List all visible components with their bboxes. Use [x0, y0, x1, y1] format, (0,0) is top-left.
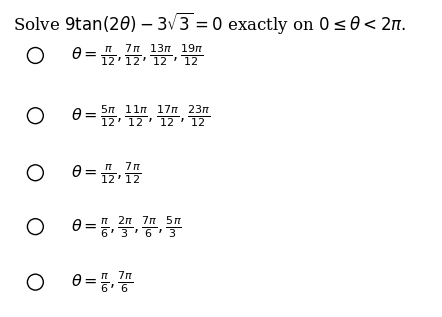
Text: $\theta = \frac{\pi}{12}, \frac{7\pi}{12}, \frac{13\pi}{12}, \frac{19\pi}{12}$: $\theta = \frac{\pi}{12}, \frac{7\pi}{12…	[71, 42, 203, 68]
Text: Solve $9\tan(2\theta) - 3\sqrt{3} = 0$ exactly on $0 \leq \theta < 2\pi.$: Solve $9\tan(2\theta) - 3\sqrt{3} = 0$ e…	[13, 10, 407, 36]
Text: $\theta = \frac{\pi}{6}, \frac{7\pi}{6}$: $\theta = \frac{\pi}{6}, \frac{7\pi}{6}$	[71, 269, 133, 295]
Text: $\theta = \frac{5\pi}{12}, \frac{11\pi}{12}, \frac{17\pi}{12}, \frac{23\pi}{12}$: $\theta = \frac{5\pi}{12}, \frac{11\pi}{…	[71, 103, 210, 129]
Text: $\theta = \frac{\pi}{6}, \frac{2\pi}{3}, \frac{7\pi}{6}, \frac{5\pi}{3}$: $\theta = \frac{\pi}{6}, \frac{2\pi}{3},…	[71, 214, 182, 240]
Text: $\theta = \frac{\pi}{12}, \frac{7\pi}{12}$: $\theta = \frac{\pi}{12}, \frac{7\pi}{12…	[71, 160, 141, 186]
